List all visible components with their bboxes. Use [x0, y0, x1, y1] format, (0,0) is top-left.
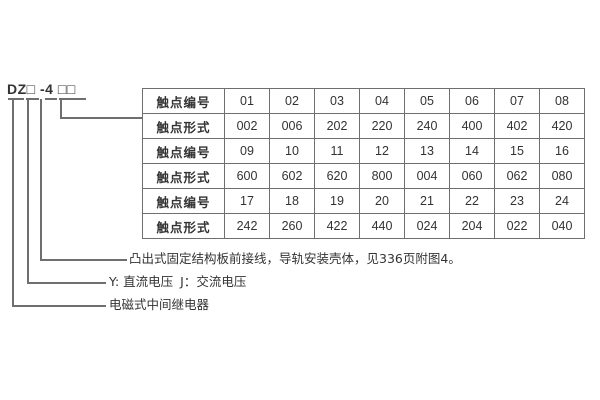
- table-cell: 08: [539, 88, 585, 114]
- table-row: 触点编号 01 02 03 04 05 06 07 08: [142, 88, 585, 114]
- table-cell: 600: [224, 163, 270, 189]
- table-cell: 602: [269, 163, 315, 189]
- row-label: 触点形式: [142, 113, 225, 139]
- contact-spec-table: 触点编号 01 02 03 04 05 06 07 08 触点形式 002 00…: [142, 88, 585, 239]
- table-cell: 260: [269, 213, 315, 239]
- table-cell: 220: [359, 113, 405, 139]
- table-cell: 800: [359, 163, 405, 189]
- table-cell: 03: [314, 88, 360, 114]
- table-cell: 420: [539, 113, 585, 139]
- note-device: 电磁式中间继电器: [109, 297, 210, 312]
- table-cell: 09: [224, 138, 270, 164]
- note-voltage: Y: 直流电压 J：交流电压: [109, 274, 246, 290]
- table-cell: 080: [539, 163, 585, 189]
- model-code-label: DZ□ -4 □□: [7, 81, 76, 97]
- table-cell: 16: [539, 138, 585, 164]
- table-cell: 19: [314, 188, 360, 214]
- table-cell: 400: [449, 113, 495, 139]
- table-cell: 18: [269, 188, 315, 214]
- table-cell: 23: [494, 188, 540, 214]
- row-label: 触点编号: [142, 88, 225, 114]
- table-row: 触点形式 600 602 620 800 004 060 062 080: [142, 163, 585, 189]
- table-row: 触点编号 09 10 11 12 13 14 15 16: [142, 138, 585, 164]
- table-cell: 204: [449, 213, 495, 239]
- table-cell: 12: [359, 138, 405, 164]
- table-cell: 05: [404, 88, 450, 114]
- note-voltage-ac: J：交流电压: [180, 274, 247, 289]
- table-cell: 04: [359, 88, 405, 114]
- table-cell: 20: [359, 188, 405, 214]
- table-cell: 11: [314, 138, 360, 164]
- table-cell: 02: [269, 88, 315, 114]
- table-cell: 21: [404, 188, 450, 214]
- row-label: 触点编号: [142, 188, 225, 214]
- table-row: 触点形式 002 006 202 220 240 400 402 420: [142, 113, 585, 139]
- note-structure: 凸出式固定结构板前接线，导轨安装壳体，见336页附图4。: [129, 251, 461, 266]
- row-label: 触点编号: [142, 138, 225, 164]
- table-cell: 422: [314, 213, 360, 239]
- table-cell: 14: [449, 138, 495, 164]
- table-cell: 006: [269, 113, 315, 139]
- row-label: 触点形式: [142, 213, 225, 239]
- table-cell: 440: [359, 213, 405, 239]
- row-label: 触点形式: [142, 163, 225, 189]
- table-cell: 17: [224, 188, 270, 214]
- table-cell: 07: [494, 88, 540, 114]
- table-cell: 15: [494, 138, 540, 164]
- note-voltage-dc: Y: 直流电压: [109, 274, 174, 289]
- table-cell: 040: [539, 213, 585, 239]
- table-cell: 06: [449, 88, 495, 114]
- table-cell: 24: [539, 188, 585, 214]
- table-row: 触点编号 17 18 19 20 21 22 23 24: [142, 188, 585, 214]
- table-cell: 024: [404, 213, 450, 239]
- table-cell: 402: [494, 113, 540, 139]
- table-cell: 062: [494, 163, 540, 189]
- table-cell: 240: [404, 113, 450, 139]
- table-cell: 022: [494, 213, 540, 239]
- table-cell: 242: [224, 213, 270, 239]
- table-cell: 060: [449, 163, 495, 189]
- table-cell: 13: [404, 138, 450, 164]
- table-cell: 22: [449, 188, 495, 214]
- table-row: 触点形式 242 260 422 440 024 204 022 040: [142, 213, 585, 239]
- table-cell: 202: [314, 113, 360, 139]
- table-cell: 002: [224, 113, 270, 139]
- table-cell: 01: [224, 88, 270, 114]
- table-cell: 10: [269, 138, 315, 164]
- table-cell: 620: [314, 163, 360, 189]
- table-cell: 004: [404, 163, 450, 189]
